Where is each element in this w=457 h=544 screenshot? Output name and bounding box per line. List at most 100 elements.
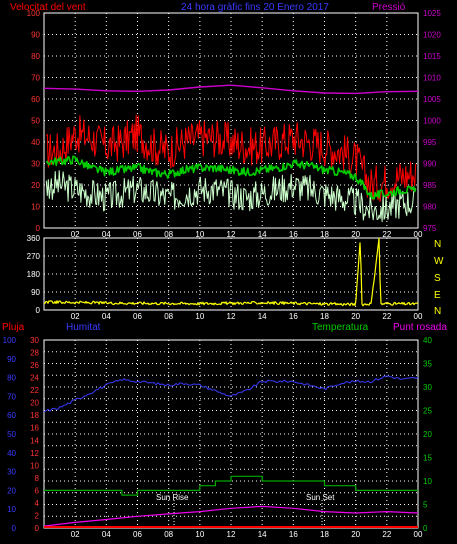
x-tick-wind-10: 22 bbox=[382, 230, 391, 239]
y-tick-left2-5: 10 bbox=[30, 461, 39, 470]
y-tick-temp-7: 35 bbox=[423, 360, 432, 369]
x-tick-wind-2: 06 bbox=[133, 230, 142, 239]
y-tick-pressure-8: 1015 bbox=[423, 52, 441, 61]
y-tick-wind-5: 50 bbox=[31, 117, 40, 126]
x-tick-wind-5: 12 bbox=[227, 230, 236, 239]
x-tick-bottom-8: 18 bbox=[320, 530, 329, 539]
x-tick-wind-6: 14 bbox=[258, 230, 267, 239]
x-tick-dir-7: 16 bbox=[289, 312, 298, 321]
y-tick-left2-8: 16 bbox=[30, 424, 39, 433]
x-tick-dir-3: 08 bbox=[164, 312, 173, 321]
x-tick-wind-0: 02 bbox=[71, 230, 80, 239]
gust-series bbox=[45, 114, 417, 203]
y-tick-pressure-10: 1025 bbox=[423, 9, 441, 18]
x-tick-dir-9: 20 bbox=[351, 312, 360, 321]
x-tick-bottom-10: 22 bbox=[382, 530, 391, 539]
y-tick-wind-4: 40 bbox=[31, 138, 40, 147]
y-tick-wind-0: 0 bbox=[36, 224, 41, 233]
x-tick-bottom-1: 04 bbox=[102, 530, 111, 539]
y-tick-left2-10: 20 bbox=[30, 399, 39, 408]
y-tick-rain-2: 20 bbox=[7, 486, 16, 495]
y-tick-left2-4: 8 bbox=[35, 474, 40, 483]
y-tick-pressure-9: 1020 bbox=[423, 31, 441, 40]
dir-letter-w: W bbox=[434, 256, 444, 267]
humidity-series bbox=[43, 375, 419, 413]
x-tick-dir-2: 06 bbox=[133, 312, 142, 321]
y-tick-left2-2: 4 bbox=[35, 499, 40, 508]
y-tick-dir-1: 90 bbox=[31, 288, 40, 297]
x-tick-wind-3: 08 bbox=[164, 230, 173, 239]
y-tick-left2-1: 2 bbox=[35, 511, 40, 520]
y-tick-pressure-6: 1005 bbox=[423, 95, 441, 104]
wind-min-series bbox=[45, 170, 417, 223]
x-tick-dir-5: 12 bbox=[227, 312, 236, 321]
y-tick-pressure-1: 980 bbox=[423, 203, 437, 212]
x-tick-bottom-0: 02 bbox=[71, 530, 80, 539]
sun-set-label: Sun Set bbox=[306, 493, 335, 502]
x-tick-bottom-6: 14 bbox=[258, 530, 267, 539]
y-tick-pressure-2: 985 bbox=[423, 181, 437, 190]
chart-period-title: 24 hora gràfic fins 20 Enero 2017 bbox=[181, 2, 329, 13]
y-tick-left2-9: 18 bbox=[30, 411, 39, 420]
y-tick-temp-3: 15 bbox=[423, 454, 432, 463]
y-tick-wind-9: 90 bbox=[31, 31, 40, 40]
y-tick-dir-0: 0 bbox=[36, 306, 41, 315]
y-tick-rain-4: 40 bbox=[7, 449, 16, 458]
x-tick-dir-10: 22 bbox=[382, 312, 391, 321]
y-tick-left2-3: 6 bbox=[35, 486, 40, 495]
y-tick-pressure-4: 995 bbox=[423, 138, 437, 147]
y-tick-temp-1: 5 bbox=[423, 501, 428, 510]
y-tick-temp-8: 40 bbox=[423, 336, 432, 345]
humidity-title: Humitat bbox=[66, 322, 101, 333]
x-tick-dir-4: 10 bbox=[195, 312, 204, 321]
sun-rise-label: Sun Rise bbox=[156, 493, 189, 502]
y-tick-pressure-3: 990 bbox=[423, 160, 437, 169]
temperature-title: Temperatura bbox=[312, 322, 369, 333]
pressure-title: Pressió bbox=[372, 2, 406, 13]
dir-letter-s: S bbox=[434, 273, 441, 284]
y-tick-left2-12: 24 bbox=[30, 374, 39, 383]
y-tick-pressure-7: 1010 bbox=[423, 74, 441, 83]
x-tick-wind-9: 20 bbox=[351, 230, 360, 239]
y-tick-pressure-5: 1000 bbox=[423, 117, 441, 126]
y-tick-wind-1: 10 bbox=[31, 203, 40, 212]
x-tick-bottom-7: 16 bbox=[289, 530, 298, 539]
x-tick-dir-8: 18 bbox=[320, 312, 329, 321]
y-tick-temp-0: 0 bbox=[423, 524, 428, 533]
x-tick-bottom-4: 10 bbox=[195, 530, 204, 539]
y-tick-rain-6: 60 bbox=[7, 411, 16, 420]
temperature-series bbox=[44, 475, 418, 496]
y-tick-left2-11: 22 bbox=[30, 386, 39, 395]
x-tick-dir-0: 02 bbox=[71, 312, 80, 321]
y-tick-rain-1: 10 bbox=[7, 505, 16, 514]
pressure-series bbox=[43, 84, 419, 95]
direction-series bbox=[43, 237, 419, 307]
dewpoint-title: Punt rosada bbox=[393, 322, 447, 333]
x-tick-bottom-2: 06 bbox=[133, 530, 142, 539]
y-tick-rain-3: 30 bbox=[7, 468, 16, 477]
x-tick-bottom-5: 12 bbox=[227, 530, 236, 539]
y-tick-rain-7: 70 bbox=[7, 392, 16, 401]
x-tick-bottom-3: 08 bbox=[164, 530, 173, 539]
y-tick-dir-2: 180 bbox=[27, 270, 41, 279]
y-tick-wind-8: 80 bbox=[31, 52, 40, 61]
y-tick-left2-7: 14 bbox=[30, 436, 39, 445]
y-tick-rain-5: 50 bbox=[7, 430, 16, 439]
y-tick-rain-10: 100 bbox=[3, 336, 17, 345]
y-tick-rain-9: 90 bbox=[7, 355, 16, 364]
y-tick-wind-6: 60 bbox=[31, 95, 40, 104]
y-tick-left2-0: 0 bbox=[35, 524, 40, 533]
y-tick-wind-7: 70 bbox=[31, 74, 40, 83]
x-tick-wind-11: 00 bbox=[414, 230, 423, 239]
rain-title: Pluja bbox=[2, 322, 25, 333]
x-tick-bottom-9: 20 bbox=[351, 530, 360, 539]
dewpoint-series bbox=[43, 505, 419, 527]
y-tick-rain-8: 80 bbox=[7, 374, 16, 383]
dir-letter-n-bottom: N bbox=[434, 306, 441, 317]
dir-letter-n-top: N bbox=[434, 239, 441, 250]
y-tick-dir-3: 270 bbox=[27, 252, 41, 261]
y-tick-temp-6: 30 bbox=[423, 383, 432, 392]
dir-letter-e: E bbox=[434, 290, 441, 301]
x-tick-wind-7: 16 bbox=[289, 230, 298, 239]
